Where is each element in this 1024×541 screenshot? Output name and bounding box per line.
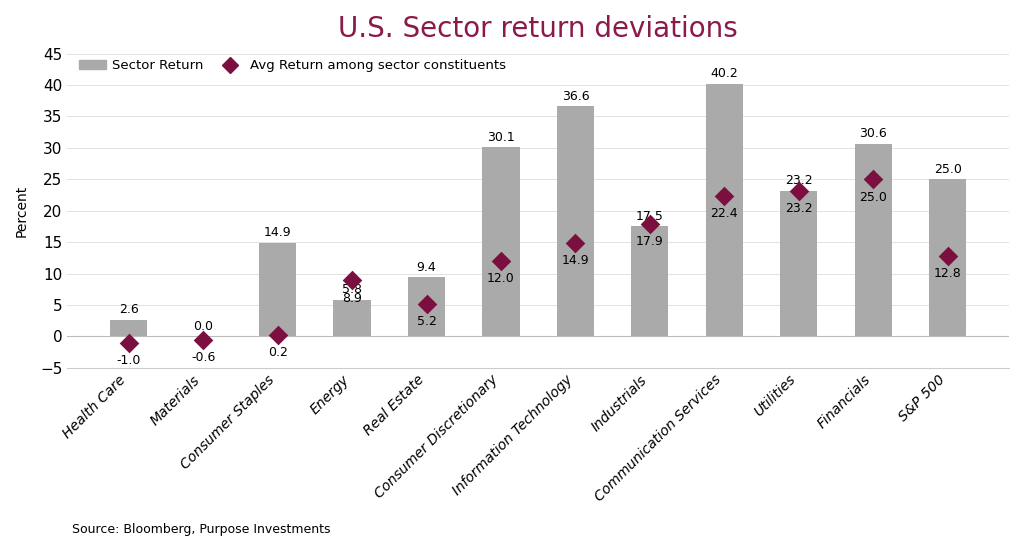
Point bbox=[493, 256, 509, 265]
Text: 9.4: 9.4 bbox=[417, 261, 436, 274]
Bar bbox=[334, 300, 371, 337]
Point bbox=[419, 299, 435, 308]
Point bbox=[791, 186, 807, 195]
Point bbox=[642, 220, 658, 228]
Point bbox=[121, 338, 137, 347]
Bar bbox=[557, 107, 594, 337]
Text: 12.0: 12.0 bbox=[487, 272, 515, 285]
Text: 17.5: 17.5 bbox=[636, 210, 664, 223]
Bar bbox=[482, 147, 519, 337]
Text: 5.2: 5.2 bbox=[417, 315, 436, 328]
Text: 25.0: 25.0 bbox=[859, 190, 887, 203]
Point bbox=[567, 239, 584, 247]
Bar bbox=[631, 227, 669, 337]
Text: 12.8: 12.8 bbox=[934, 267, 962, 280]
Text: -0.6: -0.6 bbox=[191, 352, 215, 365]
Point bbox=[865, 175, 882, 183]
Bar bbox=[259, 243, 296, 337]
Point bbox=[195, 336, 211, 345]
Point bbox=[939, 252, 955, 260]
Text: 14.9: 14.9 bbox=[264, 226, 292, 239]
Text: 22.4: 22.4 bbox=[711, 207, 738, 220]
Text: Source: Bloomberg, Purpose Investments: Source: Bloomberg, Purpose Investments bbox=[72, 523, 330, 536]
Bar bbox=[408, 278, 445, 337]
Text: 17.9: 17.9 bbox=[636, 235, 664, 248]
Point bbox=[344, 276, 360, 285]
Text: 0.0: 0.0 bbox=[194, 320, 213, 333]
Bar bbox=[855, 144, 892, 337]
Text: 36.6: 36.6 bbox=[561, 90, 589, 103]
Text: 8.9: 8.9 bbox=[342, 292, 362, 305]
Bar bbox=[111, 320, 147, 337]
Bar bbox=[929, 179, 967, 337]
Text: 23.2: 23.2 bbox=[785, 174, 812, 187]
Title: U.S. Sector return deviations: U.S. Sector return deviations bbox=[338, 15, 738, 43]
Bar bbox=[706, 84, 742, 337]
Y-axis label: Percent: Percent bbox=[15, 184, 29, 237]
Legend: Sector Return, Avg Return among sector constituents: Sector Return, Avg Return among sector c… bbox=[74, 54, 511, 77]
Text: 14.9: 14.9 bbox=[561, 254, 589, 267]
Text: 2.6: 2.6 bbox=[119, 304, 138, 316]
Text: 5.8: 5.8 bbox=[342, 283, 362, 296]
Text: 40.2: 40.2 bbox=[711, 67, 738, 80]
Text: 0.2: 0.2 bbox=[267, 346, 288, 359]
Bar bbox=[780, 190, 817, 337]
Point bbox=[269, 331, 286, 339]
Point bbox=[716, 192, 732, 200]
Text: 30.1: 30.1 bbox=[487, 130, 515, 143]
Text: 25.0: 25.0 bbox=[934, 162, 962, 175]
Text: 23.2: 23.2 bbox=[785, 202, 812, 215]
Text: 30.6: 30.6 bbox=[859, 127, 887, 140]
Text: -1.0: -1.0 bbox=[117, 354, 141, 367]
